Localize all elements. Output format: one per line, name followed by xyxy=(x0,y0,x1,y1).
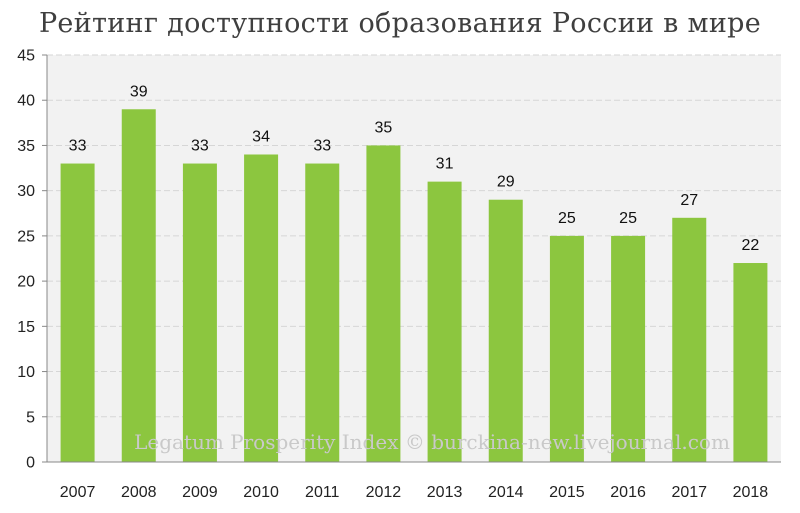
x-tick-label: 2014 xyxy=(488,484,524,501)
bar xyxy=(366,145,401,462)
bar xyxy=(488,199,523,462)
x-tick-label: 2007 xyxy=(60,484,96,501)
x-tick-label: 2016 xyxy=(610,484,646,501)
bar xyxy=(549,235,584,462)
x-axis-ticks: 2007 2008 2009 2010 2011 2012 2013 2014 2015 2016… xyxy=(60,484,769,501)
data-label: 33 xyxy=(69,138,87,155)
bar xyxy=(733,263,768,462)
data-label: 25 xyxy=(558,210,576,227)
y-tick-label: 35 xyxy=(17,138,35,155)
bar xyxy=(672,217,707,462)
data-label: 34 xyxy=(252,128,270,145)
data-labels: 33 39 33 34 33 35 31 29 25 25 27 22 xyxy=(69,83,760,254)
x-tick-label: 2012 xyxy=(366,484,402,501)
y-tick-label: 25 xyxy=(17,228,35,245)
bar xyxy=(305,163,340,463)
bar xyxy=(60,163,95,463)
data-label: 33 xyxy=(191,138,209,155)
watermark: Legatum Prosperity Index © burckina-new.… xyxy=(134,430,730,454)
data-label: 29 xyxy=(497,174,515,191)
bars xyxy=(60,109,768,463)
bar xyxy=(427,181,462,462)
y-tick-label: 20 xyxy=(17,274,35,291)
x-tick-label: 2008 xyxy=(121,484,157,501)
y-tick-label: 45 xyxy=(17,48,35,65)
data-label: 33 xyxy=(313,138,331,155)
x-tick-label: 2018 xyxy=(733,484,769,501)
bar xyxy=(244,154,279,462)
data-label: 31 xyxy=(436,156,454,173)
x-tick-label: 2017 xyxy=(671,484,707,501)
data-label: 35 xyxy=(375,119,393,136)
data-label: 39 xyxy=(130,83,148,100)
chart-title: Рейтинг доступности образования России в… xyxy=(38,8,762,39)
y-tick-label: 30 xyxy=(17,183,35,200)
bar xyxy=(121,109,156,463)
y-tick-label: 40 xyxy=(17,93,35,110)
bar xyxy=(182,163,217,463)
x-tick-label: 2009 xyxy=(182,484,218,501)
x-tick-label: 2013 xyxy=(427,484,463,501)
gridlines xyxy=(47,54,781,418)
y-axis-ticks: 0 5 10 15 20 25 30 35 40 45 xyxy=(17,48,47,472)
y-tick-label: 5 xyxy=(26,409,35,426)
axes xyxy=(46,55,781,463)
data-label: 22 xyxy=(742,237,760,254)
data-label: 27 xyxy=(680,192,698,209)
bar xyxy=(611,235,646,462)
x-tick-label: 2015 xyxy=(549,484,585,501)
y-tick-label: 15 xyxy=(17,319,35,336)
y-tick-label: 10 xyxy=(17,364,35,381)
y-tick-label: 0 xyxy=(26,455,35,472)
x-tick-label: 2010 xyxy=(243,484,279,501)
x-tick-label: 2011 xyxy=(305,484,340,501)
plot-area xyxy=(47,55,781,462)
data-label: 25 xyxy=(619,210,637,227)
